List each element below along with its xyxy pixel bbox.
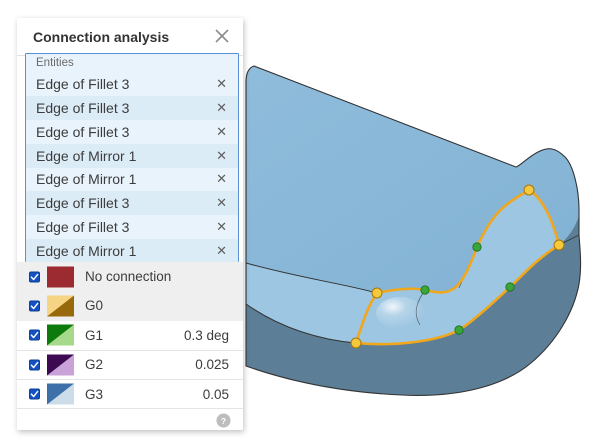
svg-text:?: ? [221, 416, 226, 426]
